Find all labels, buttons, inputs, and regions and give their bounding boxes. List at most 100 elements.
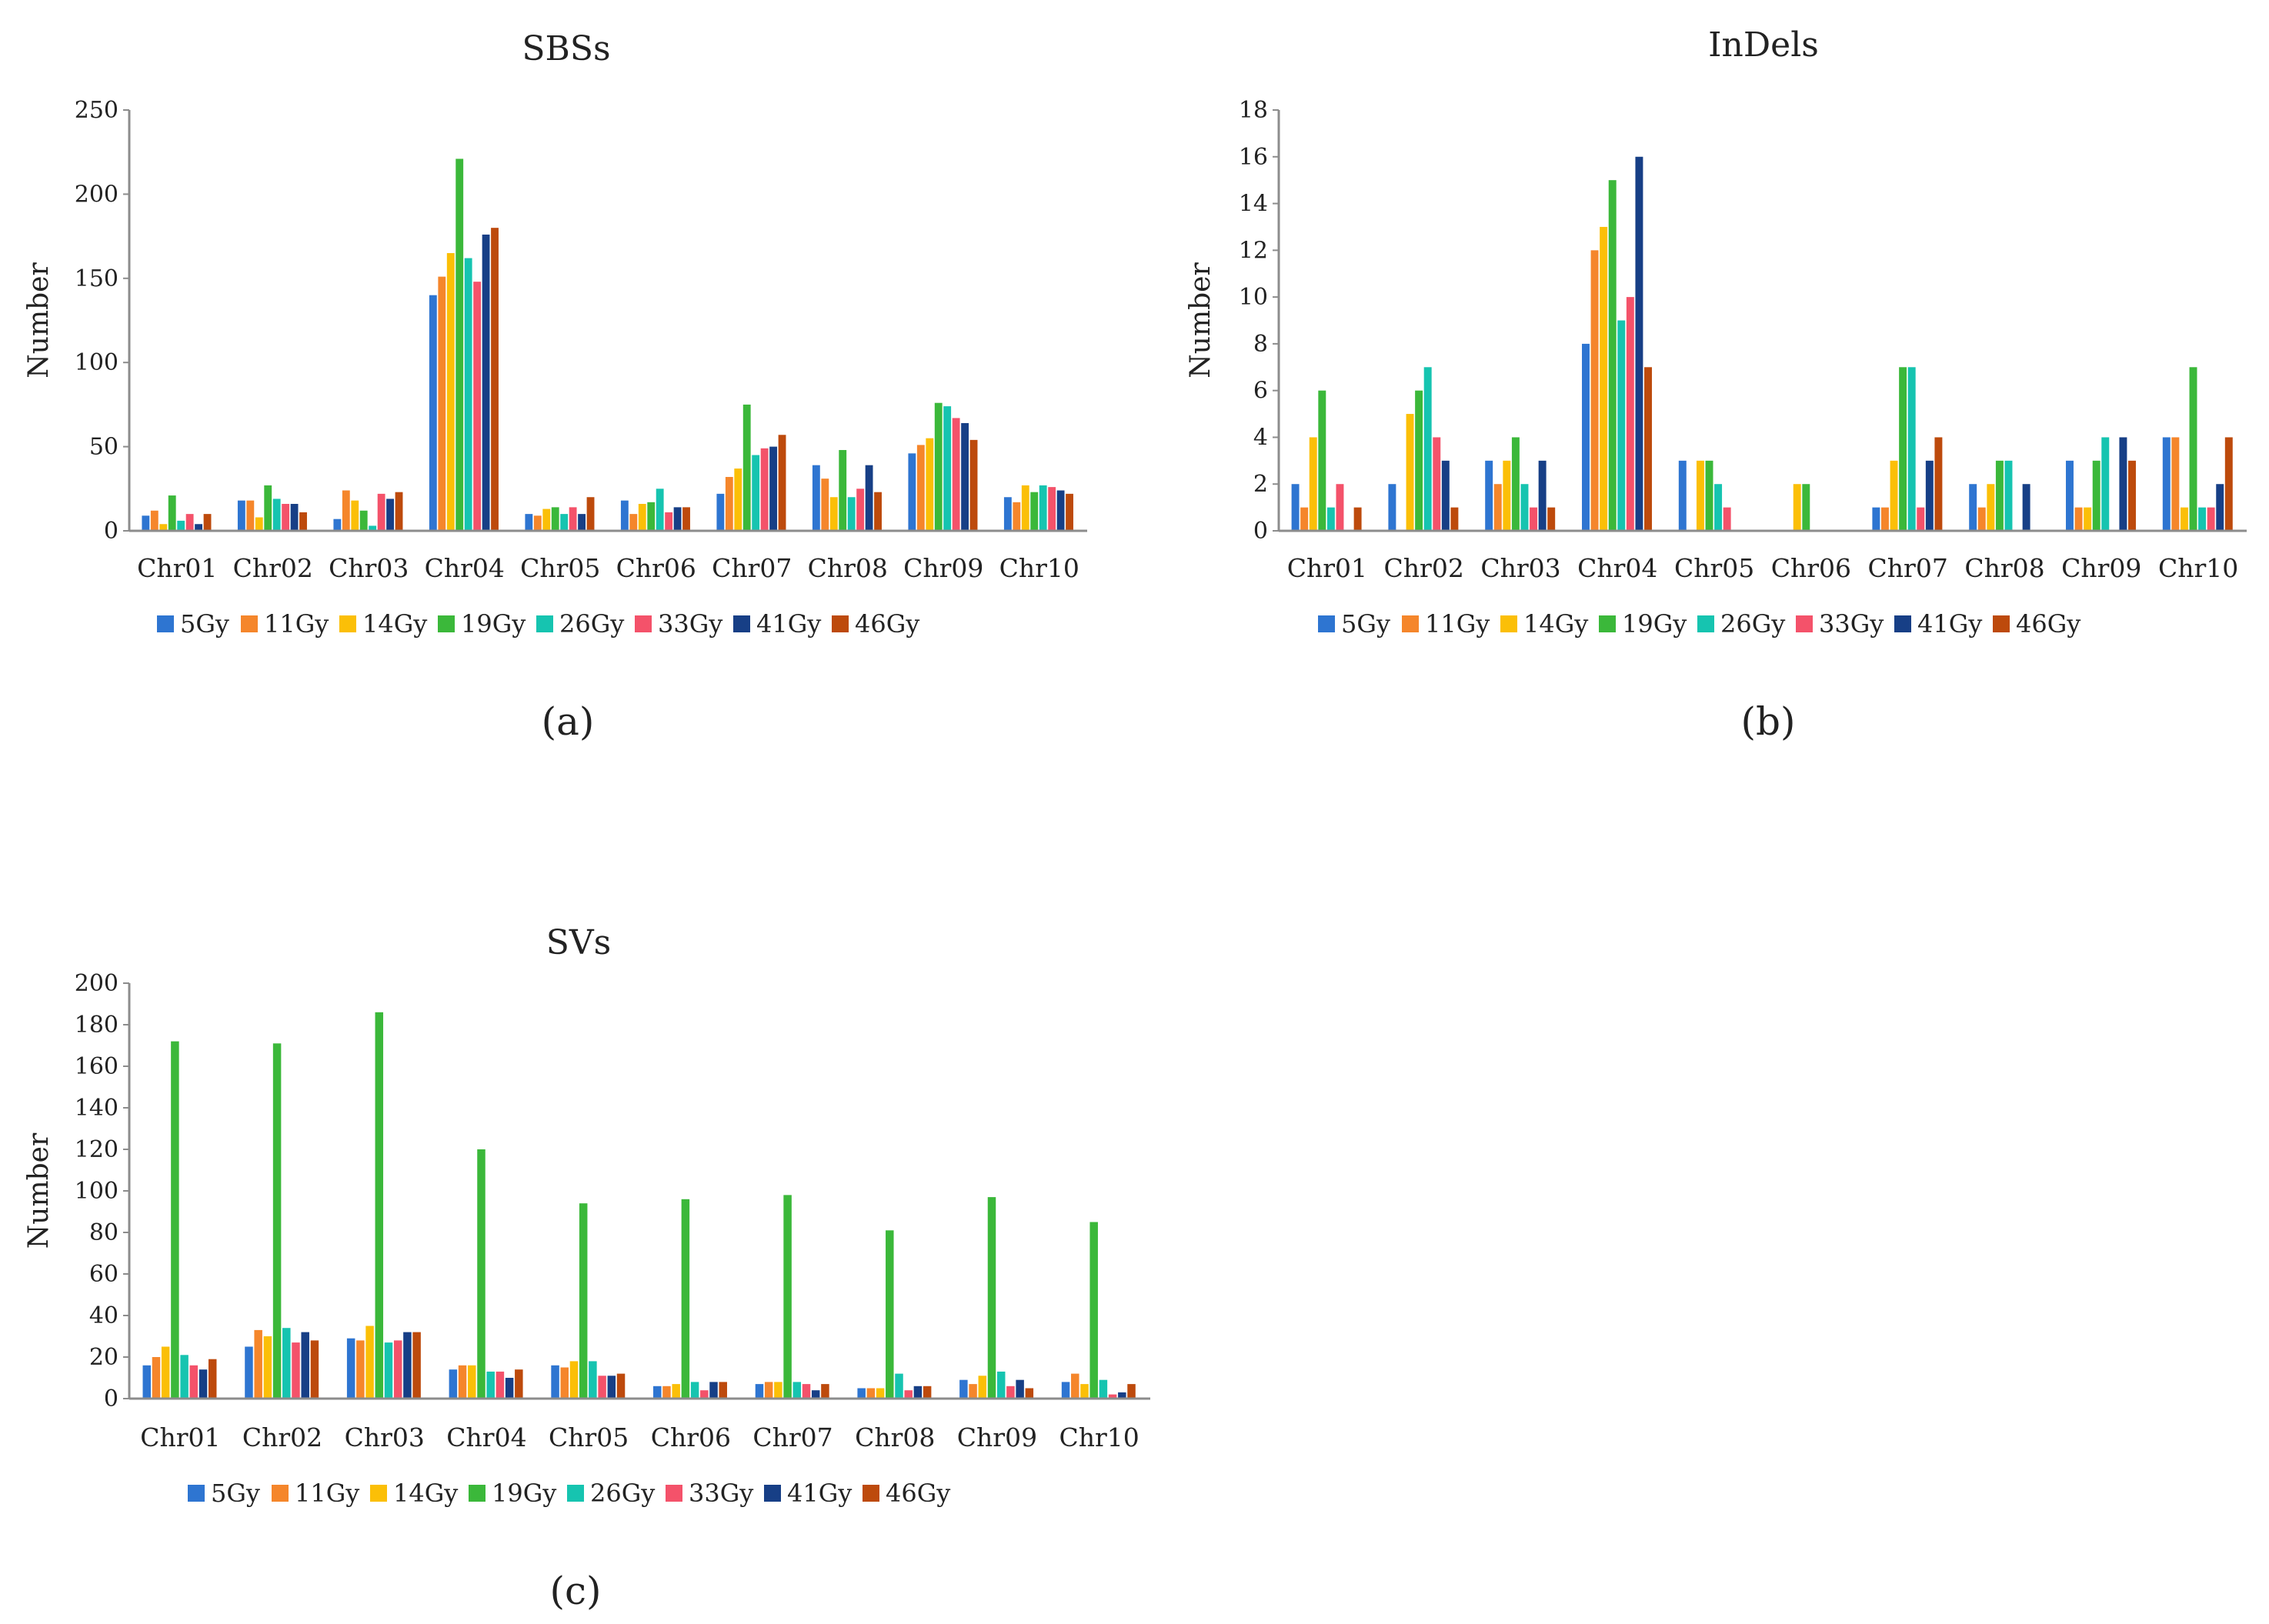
bar-chr07-41gy [769,446,778,531]
bar-chr05-46gy [616,1373,626,1399]
bar-chr09-11gy [969,1384,977,1399]
bar-chr10-33gy [1108,1394,1117,1399]
legend-label-33gy: 33Gy [658,609,722,639]
x-tick-label: Chr03 [1480,553,1560,583]
bar-chr01-46gy [208,1359,217,1399]
x-tick-label: Chr08 [1964,553,2044,583]
chart-title: InDels [1708,25,1819,65]
bar-chr02-11gy [254,1329,262,1399]
x-tick-label: Chr01 [137,553,217,583]
bar-chr08-41gy [913,1386,923,1399]
legend-swatch-19gy [469,1485,485,1502]
bar-chr04-5gy [429,295,437,531]
bar-chr03-5gy [333,519,342,531]
bar-chr08-33gy [904,1390,913,1399]
legend-label-46gy: 46Gy [2016,609,2080,639]
bar-chr01-19gy [1318,390,1326,531]
legend-label-5gy: 5Gy [180,609,229,639]
bar-chr07-41gy [1925,460,1934,531]
bar-chr04-11gy [458,1365,467,1399]
legend-swatch-41gy [764,1485,781,1502]
x-tick-label: Chr09 [903,553,983,583]
bar-chr07-19gy [742,404,751,531]
bar-chr09-11gy [916,445,925,531]
bar-chr04-19gy [455,158,464,531]
bar-chr02-14gy [1406,414,1414,531]
legend-label-46gy: 46Gy [855,609,919,639]
bar-chr03-41gy [403,1332,412,1399]
bar-chr08-46gy [874,492,882,531]
bar-chr08-11gy [1977,507,1986,531]
bar-chr05-26gy [560,514,569,531]
bar-chr02-19gy [264,485,272,531]
legend-label-19gy: 19Gy [461,609,526,639]
bar-chr09-26gy [943,406,952,531]
bar-chr06-41gy [673,507,682,531]
bar-chr09-46gy [969,439,978,531]
bar-chr07-19gy [1899,367,1907,531]
x-tick-label: Chr04 [446,1422,526,1452]
bar-chr09-19gy [987,1197,996,1399]
bar-chr01-5gy [142,1365,152,1399]
bar-chr09-19gy [934,402,943,531]
bar-chr04-11gy [1590,250,1599,531]
x-tick-label: Chr05 [549,1422,629,1452]
x-tick-label: Chr07 [752,1422,833,1452]
bar-chr05-46gy [586,497,595,531]
legend-label-5gy: 5Gy [211,1479,260,1508]
legend-label-11gy: 11Gy [295,1479,359,1508]
x-tick-label: Chr01 [140,1422,220,1452]
bar-chr06-11gy [629,514,638,531]
bar-chr07-26gy [1907,367,1916,531]
panel-label: (c) [549,1569,601,1613]
legend-label-11gy: 11Gy [1425,609,1490,639]
bar-chr07-5gy [716,493,725,531]
bar-chr04-11gy [438,276,446,531]
bar-chr06-14gy [672,1384,680,1399]
x-tick-label: Chr02 [233,553,313,583]
bar-chr02-14gy [255,517,263,531]
bar-chr03-26gy [369,525,377,531]
bar-chr09-33gy [1006,1386,1015,1399]
bar-chr06-41gy [709,1382,718,1399]
bar-chr01-41gy [199,1369,208,1399]
x-tick-label: Chr06 [616,553,696,583]
x-tick-label: Chr08 [855,1422,935,1452]
bar-chr02-26gy [1423,367,1432,531]
legend-swatch-33gy [1796,615,1813,632]
bar-chr08-5gy [1969,484,1977,531]
bar-chr02-19gy [1415,390,1423,531]
bar-chr03-14gy [351,500,359,531]
legend: 5Gy 11Gy 14Gy 19Gy 26Gy 33Gy 41Gy 46Gy [1318,609,2080,639]
bar-chr03-11gy [342,490,350,531]
bar-chr01-26gy [180,1355,189,1399]
y-tick-label: 2 [1253,471,1268,498]
bar-chr09-11gy [2074,507,2083,531]
bar-chr07-14gy [734,469,742,531]
bar-chr09-19gy [2092,460,2100,531]
bar-chr06-5gy [653,1386,662,1399]
bar-chr06-19gy [1802,484,1810,531]
y-tick-label: 200 [75,181,118,208]
bar-chr06-46gy [719,1382,727,1399]
legend-swatch-46gy [863,1485,879,1502]
bar-chr06-19gy [681,1199,690,1399]
bar-chr10-46gy [1127,1384,1136,1399]
bar-chr05-19gy [551,507,559,531]
legend-swatch-19gy [438,615,455,632]
bar-chr03-5gy [1485,460,1493,531]
legend-label-33gy: 33Gy [689,1479,753,1508]
bar-chr05-26gy [1714,484,1723,531]
bar-chr07-46gy [778,435,786,531]
bar-chr05-19gy [579,1203,588,1399]
chart-indels: InDels Number 0 2 4 6 8 10 12 14 16 18 Chr01 Chr02 Chr… [1185,25,2247,744]
y-axis-label: Number [1185,262,1216,378]
legend-label-14gy: 14Gy [1523,609,1588,639]
bar-chr03-14gy [1503,460,1511,531]
y-tick-label: 250 [75,97,118,124]
bar-chr07-33gy [760,448,769,531]
bar-chr06-26gy [690,1382,699,1399]
bar-chr07-14gy [1890,460,1898,531]
legend-swatch-5gy [188,1485,205,1502]
